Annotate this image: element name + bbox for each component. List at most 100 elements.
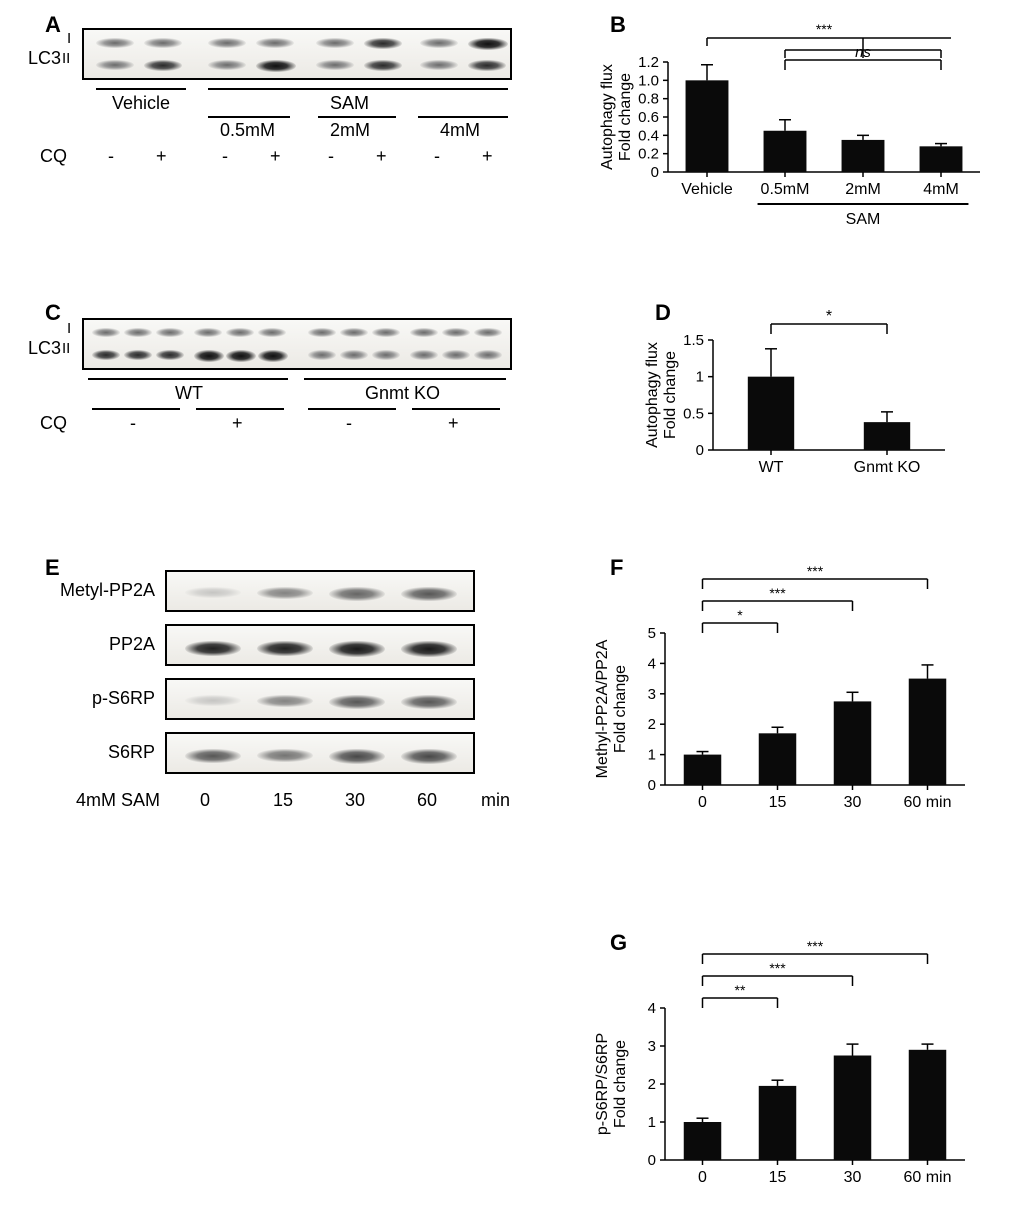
cq-c-3: + [448, 413, 459, 434]
cq-value-a: + [156, 146, 167, 167]
svg-text:1.2: 1.2 [638, 54, 659, 71]
cq-c-1: + [232, 413, 243, 434]
svg-text:15: 15 [769, 1169, 787, 1186]
blot-row [165, 678, 475, 720]
timepoint-unit: min [481, 790, 510, 811]
timepoint-value: 30 [345, 790, 365, 811]
svg-text:*: * [826, 308, 832, 325]
svg-text:0.6: 0.6 [638, 109, 659, 126]
timepoint-value: 0 [200, 790, 210, 811]
svg-text:Fold change: Fold change [612, 665, 629, 753]
blot-a [82, 28, 512, 80]
svg-text:0: 0 [651, 164, 659, 181]
wt-label-c: WT [175, 383, 203, 404]
cq-value-a: - [108, 146, 114, 167]
svg-text:0: 0 [696, 442, 704, 459]
svg-text:4mM: 4mM [923, 181, 959, 198]
svg-text:60 min: 60 min [903, 794, 951, 811]
svg-text:1: 1 [648, 747, 656, 764]
cq-c-2: - [346, 413, 352, 434]
svg-text:0: 0 [648, 1152, 656, 1169]
svg-text:Autophagy flux: Autophagy flux [599, 64, 616, 170]
cq-c-0: - [130, 413, 136, 434]
svg-text:SAM: SAM [846, 211, 881, 228]
timepoint-label: 4mM SAM [35, 790, 160, 811]
svg-text:15: 15 [769, 794, 787, 811]
lc3-band-i-a: I [67, 30, 71, 47]
gnmtko-label-c: Gnmt KO [365, 383, 440, 404]
svg-text:Vehicle: Vehicle [681, 181, 733, 198]
lc3-i-c: I [67, 320, 71, 337]
blot-row-label: p-S6RP [35, 688, 155, 709]
svg-text:0: 0 [648, 777, 656, 794]
svg-text:***: *** [816, 21, 833, 37]
blot-row-label: Metyl-PP2A [35, 580, 155, 601]
svg-text:ns: ns [855, 44, 871, 61]
svg-text:Gnmt KO: Gnmt KO [854, 459, 921, 476]
svg-text:0.8: 0.8 [638, 91, 659, 108]
cq-value-a: + [376, 146, 387, 167]
cq-value-a: - [328, 146, 334, 167]
svg-text:0: 0 [698, 794, 707, 811]
svg-text:*: * [737, 607, 743, 623]
cq-value-a: + [270, 146, 281, 167]
blot-row [165, 732, 475, 774]
svg-text:5: 5 [648, 625, 656, 642]
svg-text:2: 2 [648, 1076, 656, 1093]
svg-text:1: 1 [696, 369, 704, 386]
svg-text:30: 30 [844, 794, 862, 811]
svg-text:***: *** [807, 563, 824, 579]
sam-label-a: SAM [330, 93, 369, 114]
panel-label-e: E [45, 555, 60, 581]
sam-conc-1: 2mM [330, 120, 370, 141]
svg-text:0.5: 0.5 [683, 405, 704, 422]
chart-f: 0 1 2 3 4 5 Methyl-PP2A/PP2AFold change 0 15 30 60… [585, 555, 975, 825]
svg-text:**: ** [735, 982, 746, 998]
vehicle-line-a [96, 88, 186, 90]
svg-text:3: 3 [648, 1038, 656, 1055]
svg-text:Autophagy flux: Autophagy flux [644, 342, 661, 448]
cq-value-a: + [482, 146, 493, 167]
cq-value-a: - [434, 146, 440, 167]
chart-b: 00.20.40.60.81.01.2Autophagy fluxFold ch… [590, 12, 990, 242]
svg-text:1.0: 1.0 [638, 72, 659, 89]
svg-text:0.5mM: 0.5mM [761, 181, 810, 198]
svg-text:4: 4 [648, 1000, 656, 1017]
timepoint-value: 15 [273, 790, 293, 811]
cq-label-a: CQ [40, 146, 67, 167]
cq-label-c: CQ [40, 413, 67, 434]
svg-text:WT: WT [759, 459, 784, 476]
svg-text:***: *** [769, 585, 786, 601]
sam-conc-0: 0.5mM [220, 120, 275, 141]
blot-row [165, 624, 475, 666]
lc3-band-ii-a: II [62, 50, 70, 67]
cq-value-a: - [222, 146, 228, 167]
svg-text:60 min: 60 min [903, 1169, 951, 1186]
blot-row-label: S6RP [35, 742, 155, 763]
vehicle-label-a: Vehicle [112, 93, 170, 114]
sam-conc-2: 4mM [440, 120, 480, 141]
svg-text:2: 2 [648, 716, 656, 733]
panel-label-a: A [45, 12, 61, 38]
chart-d: 00.511.5Autophagy fluxFold changeWTGnmt … [635, 300, 965, 490]
svg-text:0: 0 [698, 1169, 707, 1186]
svg-text:***: *** [807, 938, 824, 954]
svg-text:***: *** [769, 960, 786, 976]
svg-text:30: 30 [844, 1169, 862, 1186]
svg-text:p-S6RP/S6RP: p-S6RP/S6RP [594, 1033, 611, 1135]
svg-text:3: 3 [648, 686, 656, 703]
svg-text:4: 4 [648, 655, 656, 672]
svg-text:1.5: 1.5 [683, 332, 704, 349]
svg-text:0.2: 0.2 [638, 146, 659, 163]
blot-row [165, 570, 475, 612]
blot-row-label: PP2A [35, 634, 155, 655]
lc3-label-a: LC3 [28, 48, 61, 69]
chart-g: 01234p-S6RP/S6RPFold change0153060 min**… [585, 930, 975, 1200]
svg-text:Methyl-PP2A/PP2A: Methyl-PP2A/PP2A [594, 639, 611, 778]
lc3-ii-c: II [62, 340, 70, 357]
svg-text:0.4: 0.4 [638, 127, 659, 144]
blot-c [82, 318, 512, 370]
sam-line-a [208, 88, 508, 90]
svg-text:1: 1 [648, 1114, 656, 1131]
timepoint-value: 60 [417, 790, 437, 811]
